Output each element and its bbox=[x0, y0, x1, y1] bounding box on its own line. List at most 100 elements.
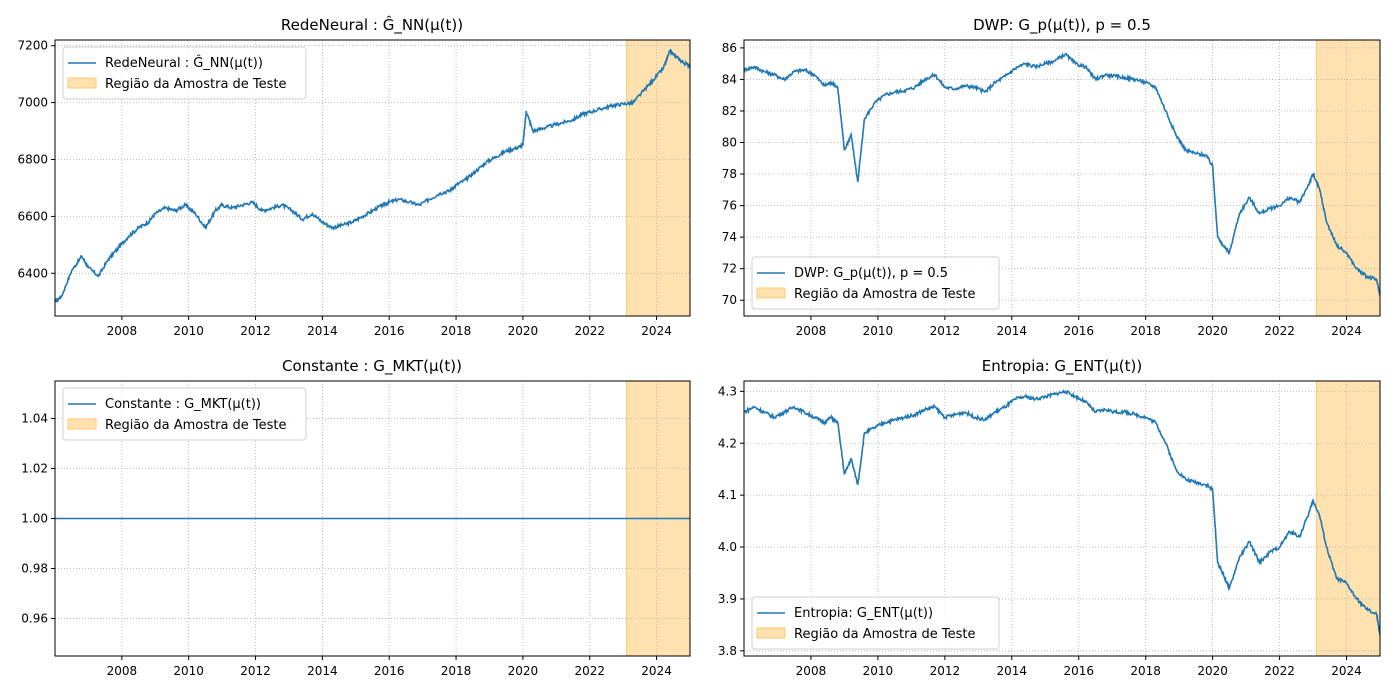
y-tick-label: 0.96 bbox=[21, 612, 48, 626]
x-tick-label: 2024 bbox=[1331, 664, 1362, 678]
x-tick-label: 2014 bbox=[997, 324, 1028, 338]
x-tick-label: 2010 bbox=[173, 664, 204, 678]
chart-title: DWP: G_p(μ(t)), p = 0.5 bbox=[973, 16, 1151, 35]
x-tick-label: 2024 bbox=[641, 664, 672, 678]
y-tick-label: 1.02 bbox=[21, 462, 48, 476]
legend-entry-test-region: Região da Amostra de Teste bbox=[105, 77, 287, 92]
legend-entry-test-region: Região da Amostra de Teste bbox=[105, 418, 287, 433]
x-tick-label: 2020 bbox=[1197, 324, 1228, 338]
y-tick-label: 1.00 bbox=[21, 512, 48, 526]
y-tick-label: 7200 bbox=[17, 39, 48, 53]
chart-title: Constante : G_MKT(μ(t)) bbox=[282, 357, 462, 376]
chart-title: Entropia: G_ENT(μ(t)) bbox=[982, 357, 1142, 376]
legend: Entropia: G_ENT(μ(t)) Região da Amostra d… bbox=[751, 596, 1000, 650]
plot-area: 2008 2010 2012 2014 2016 2018 2020 2022 2024 0.96… bbox=[21, 380, 691, 678]
legend-box bbox=[62, 46, 307, 100]
y-tick-label: 4.0 bbox=[718, 540, 737, 554]
x-tick-label: 2024 bbox=[1331, 324, 1362, 338]
x-tick-label: 2022 bbox=[1264, 324, 1295, 338]
x-tick-label: 2012 bbox=[930, 664, 961, 678]
x-tick-label: 2008 bbox=[107, 664, 138, 678]
legend: RedeNeural : Ĝ_NN(μ(t)) Região da Amostra… bbox=[62, 46, 307, 100]
x-tick-label: 2010 bbox=[863, 324, 894, 338]
x-tick-label: 2016 bbox=[374, 324, 405, 338]
x-tick-label: 2018 bbox=[441, 324, 472, 338]
x-tick-label: 2008 bbox=[107, 324, 138, 338]
legend-entry-test-region: Região da Amostra de Teste bbox=[794, 287, 976, 302]
legend: Constante : G_MKT(μ(t)) Região da Amostra… bbox=[62, 387, 307, 441]
axes-frame bbox=[54, 39, 691, 317]
y-tick-label: 0.98 bbox=[21, 562, 48, 576]
y-tick-label: 76 bbox=[722, 199, 737, 213]
y-tick-label: 72 bbox=[722, 262, 737, 276]
x-tick-label: 2014 bbox=[307, 664, 338, 678]
x-tick-label: 2008 bbox=[796, 664, 827, 678]
x-tick-label: 2022 bbox=[1264, 664, 1295, 678]
series-line bbox=[744, 389, 1380, 636]
test-region-band bbox=[1315, 380, 1381, 657]
y-tick-label: 74 bbox=[722, 230, 737, 244]
x-tick-label: 2014 bbox=[997, 664, 1028, 678]
y-tick-label: 86 bbox=[722, 41, 737, 55]
x-tick-label: 2014 bbox=[307, 324, 338, 338]
x-tick-label: 2020 bbox=[508, 324, 539, 338]
test-region-band bbox=[1315, 39, 1381, 317]
test-region-band bbox=[626, 39, 691, 317]
y-tick-label: 4.2 bbox=[718, 436, 737, 450]
legend-patch-swatch bbox=[756, 627, 786, 639]
legend-entry-series: Constante : G_MKT(μ(t)) bbox=[105, 397, 261, 412]
chart-title: RedeNeural : Ĝ_NN(μ(t)) bbox=[281, 15, 463, 35]
chart-rede-neural: RedeNeural : Ĝ_NN(μ(t)) 2008 2010 2012 2014… bbox=[17, 15, 691, 338]
x-tick-label: 2022 bbox=[574, 324, 605, 338]
x-tick-label: 2022 bbox=[574, 664, 605, 678]
x-tick-label: 2016 bbox=[374, 664, 405, 678]
x-tick-label: 2018 bbox=[1130, 664, 1161, 678]
plot-area: 2008 2010 2012 2014 2016 2018 2020 2022 2024 3.8 3… bbox=[718, 380, 1381, 678]
series-line bbox=[55, 48, 690, 304]
x-tick-label: 2016 bbox=[1063, 324, 1094, 338]
x-tick-label: 2018 bbox=[441, 664, 472, 678]
y-tick-label: 3.8 bbox=[718, 644, 737, 658]
legend-box bbox=[751, 256, 1000, 310]
y-tick-label: 4.1 bbox=[718, 488, 737, 502]
y-tick-label: 78 bbox=[722, 167, 737, 181]
chart-entropia: Entropia: G_ENT(μ(t)) 2008 2010 2012 2014 20… bbox=[718, 357, 1381, 678]
x-tick-label: 2018 bbox=[1130, 324, 1161, 338]
legend-entry-test-region: Região da Amostra de Teste bbox=[794, 627, 976, 642]
legend-entry-series: DWP: G_p(μ(t)), p = 0.5 bbox=[794, 266, 948, 281]
legend: DWP: G_p(μ(t)), p = 0.5 Região da Amostra… bbox=[751, 256, 1000, 310]
plot-area: 2008 2010 2012 2014 2016 2018 2020 2022 2024 6400… bbox=[17, 39, 691, 338]
axes-frame bbox=[743, 380, 1381, 657]
legend-box bbox=[751, 596, 1000, 650]
y-tick-label: 70 bbox=[722, 293, 737, 307]
y-tick-label: 84 bbox=[722, 72, 737, 86]
y-tick-label: 1.04 bbox=[21, 412, 48, 426]
chart-dwp: DWP: G_p(μ(t)), p = 0.5 2008 2010 2012 2014… bbox=[722, 16, 1381, 338]
y-tick-label: 80 bbox=[722, 136, 737, 150]
x-tick-label: 2020 bbox=[1197, 664, 1228, 678]
y-tick-label: 82 bbox=[722, 104, 737, 118]
x-tick-label: 2010 bbox=[863, 664, 894, 678]
legend-patch-swatch bbox=[67, 418, 97, 430]
y-tick-label: 7000 bbox=[17, 96, 48, 110]
legend-patch-swatch bbox=[756, 287, 786, 299]
legend-box bbox=[62, 387, 307, 441]
series-line bbox=[744, 51, 1380, 296]
legend-patch-swatch bbox=[67, 77, 97, 89]
x-tick-label: 2012 bbox=[240, 324, 271, 338]
x-tick-label: 2012 bbox=[930, 324, 961, 338]
y-tick-label: 6600 bbox=[17, 209, 48, 223]
y-tick-label: 3.9 bbox=[718, 592, 737, 606]
x-tick-label: 2010 bbox=[173, 324, 204, 338]
chart-constante: Constante : G_MKT(μ(t)) 2008 2010 2012 2014… bbox=[21, 357, 691, 678]
x-tick-label: 2024 bbox=[641, 324, 672, 338]
x-tick-label: 2012 bbox=[240, 664, 271, 678]
y-tick-label: 6400 bbox=[17, 266, 48, 280]
x-tick-label: 2016 bbox=[1063, 664, 1094, 678]
legend-entry-series: RedeNeural : Ĝ_NN(μ(t)) bbox=[105, 55, 263, 71]
y-tick-label: 4.3 bbox=[718, 384, 737, 398]
y-tick-label: 6800 bbox=[17, 153, 48, 167]
x-tick-label: 2008 bbox=[796, 324, 827, 338]
